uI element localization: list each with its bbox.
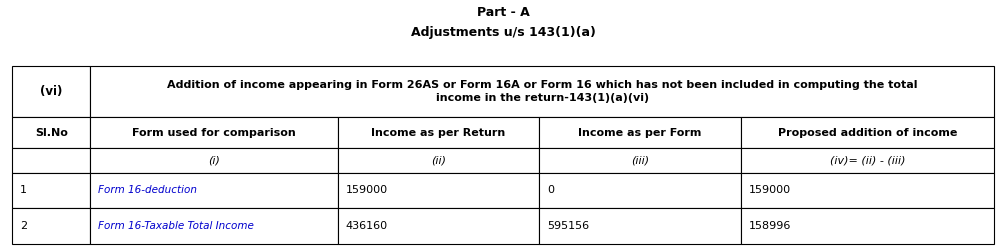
Bar	[338, 208, 539, 244]
Text: 159000: 159000	[748, 185, 791, 196]
Text: Income as per Return: Income as per Return	[371, 128, 506, 138]
Text: Sl.No: Sl.No	[35, 128, 67, 138]
Text: Adjustments u/s 143(1)(a): Adjustments u/s 143(1)(a)	[410, 26, 596, 40]
Text: 0: 0	[547, 185, 554, 196]
Bar	[539, 148, 740, 173]
Bar	[12, 117, 91, 148]
Bar	[12, 148, 91, 173]
Bar	[338, 148, 539, 173]
Bar	[91, 173, 338, 208]
Bar	[740, 148, 994, 173]
Text: Addition of income appearing in Form 26AS or Form 16A or Form 16 which has not b: Addition of income appearing in Form 26A…	[167, 80, 917, 103]
Bar	[91, 117, 338, 148]
Bar	[740, 173, 994, 208]
Text: 595156: 595156	[547, 222, 590, 231]
Text: Proposed addition of income: Proposed addition of income	[778, 128, 957, 138]
Text: 436160: 436160	[346, 222, 388, 231]
Text: Income as per Form: Income as per Form	[578, 128, 701, 138]
Bar	[12, 66, 91, 117]
Bar	[539, 173, 740, 208]
Text: Form 16-deduction: Form 16-deduction	[99, 185, 197, 196]
Text: Form used for comparison: Form used for comparison	[132, 128, 296, 138]
Text: (ii): (ii)	[431, 155, 446, 165]
Text: (i): (i)	[208, 155, 220, 165]
Bar	[539, 208, 740, 244]
Bar	[12, 173, 91, 208]
Text: (vi): (vi)	[40, 85, 62, 98]
Bar	[740, 208, 994, 244]
Text: 1: 1	[20, 185, 27, 196]
Text: (iii): (iii)	[631, 155, 649, 165]
Bar	[12, 208, 91, 244]
Bar	[338, 173, 539, 208]
Text: 158996: 158996	[748, 222, 791, 231]
Text: 159000: 159000	[346, 185, 388, 196]
Bar	[91, 148, 338, 173]
Bar	[740, 117, 994, 148]
Bar	[91, 66, 994, 117]
Bar	[539, 117, 740, 148]
Text: 2: 2	[20, 222, 27, 231]
Text: Part - A: Part - A	[477, 6, 529, 19]
Bar	[91, 208, 338, 244]
Bar	[338, 117, 539, 148]
Text: Form 16-Taxable Total Income: Form 16-Taxable Total Income	[99, 222, 255, 231]
Text: (iv)= (ii) - (iii): (iv)= (ii) - (iii)	[830, 155, 905, 165]
